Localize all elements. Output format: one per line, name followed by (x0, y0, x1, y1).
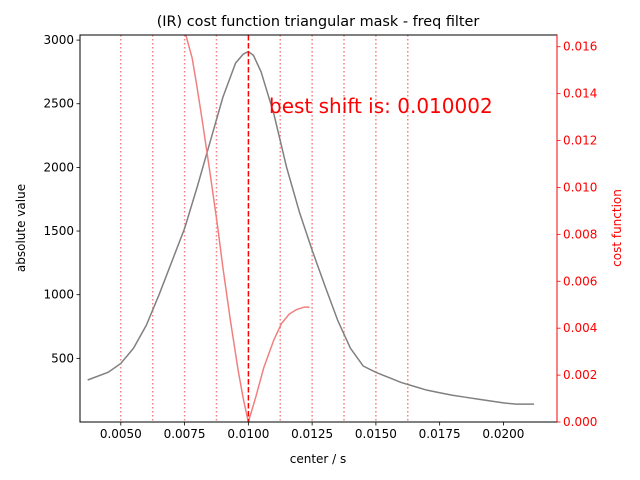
right-y-tick-label: 0.006 (563, 274, 597, 288)
y-tick-label: 1000 (43, 288, 74, 302)
absolute-value-line (87, 50, 535, 405)
y-tick-label: 3000 (43, 33, 74, 47)
x-tick-label: 0.0200 (482, 427, 524, 441)
series-layer (87, 35, 535, 422)
right-y-tick-label: 0.010 (563, 180, 597, 194)
y-tick-label: 2000 (43, 160, 74, 174)
cost-function-line (185, 35, 310, 422)
x-tick-label: 0.0075 (164, 427, 206, 441)
right-y-axis-label: cost function (610, 189, 624, 267)
x-tick-label: 0.0175 (419, 427, 461, 441)
best-shift-annotation: best shift is: 0.010002 (269, 94, 493, 118)
x-axis-label: center / s (290, 452, 347, 466)
right-y-tick-label: 0.000 (563, 415, 597, 429)
right-y-tick-label: 0.002 (563, 368, 597, 382)
y-tick-label: 1500 (43, 224, 74, 238)
y-tick-label: 500 (51, 351, 74, 365)
y-axis-label: absolute value (14, 184, 28, 272)
right-y-tick-label: 0.012 (563, 134, 597, 148)
x-axis-ticks: 0.0050 0.0075 0.0100 0.0125 0.0150 0.0175 0.02… (100, 422, 524, 441)
y-axis-ticks: 500 1000 1500 2000 2500 3000 (43, 33, 80, 365)
y-tick-label: 2500 (43, 97, 74, 111)
x-tick-label: 0.0150 (355, 427, 397, 441)
x-tick-label: 0.0050 (100, 427, 142, 441)
right-y-tick-label: 0.016 (563, 40, 597, 54)
right-y-axis-ticks: 0.000 0.002 0.004 0.006 0.008 0.010 0.012 0.014… (557, 40, 597, 429)
x-tick-label: 0.0100 (227, 427, 269, 441)
x-tick-label: 0.0125 (291, 427, 333, 441)
right-y-tick-label: 0.004 (563, 321, 597, 335)
right-y-tick-label: 0.014 (563, 87, 597, 101)
chart-title: (IR) cost function triangular mask - fre… (157, 14, 480, 30)
dotted-vlines (120, 35, 409, 422)
right-y-tick-label: 0.008 (563, 227, 597, 241)
